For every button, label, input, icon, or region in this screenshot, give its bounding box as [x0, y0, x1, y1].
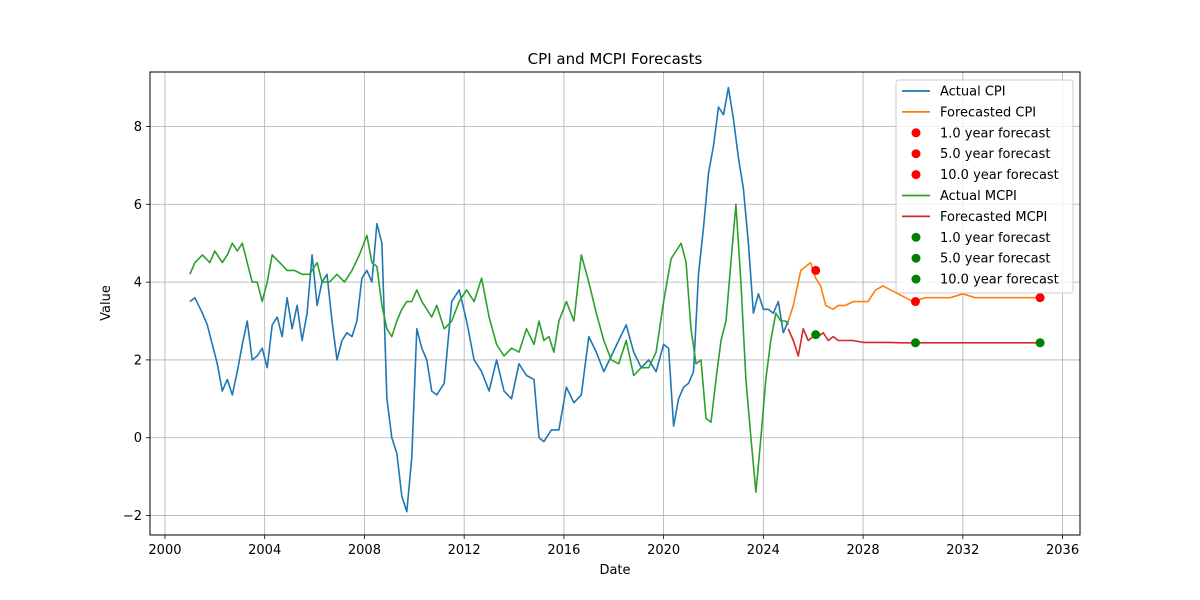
- x-tick-label: 2016: [547, 543, 580, 558]
- series-line-forecasted-cpi: [787, 261, 1038, 322]
- legend-box: [895, 79, 1074, 294]
- x-axis-label: Date: [599, 563, 630, 578]
- x-tick-label: 2008: [348, 543, 381, 558]
- y-tick-label: 2: [134, 353, 142, 368]
- x-tick-label: 2032: [946, 543, 979, 558]
- legend: Actual CPI Forecasted CPI 1.0 year forecas…: [895, 79, 1074, 294]
- legend-label: 5.0 year forecast: [940, 147, 1051, 162]
- series-layer: [189, 86, 1045, 513]
- legend-swatch-marker: [911, 253, 921, 263]
- legend-swatch-marker: [911, 128, 921, 138]
- legend-label: 10.0 year forecast: [940, 273, 1059, 288]
- legend-swatch-marker: [911, 232, 921, 242]
- x-tick-label: 2000: [148, 543, 181, 558]
- x-axis-ticks: 2000 2004 2008 2012 2016 2020 2024 2028 2032 2036: [148, 535, 1079, 558]
- legend-label: Actual MCPI: [940, 189, 1017, 204]
- legend-swatch-marker: [911, 274, 921, 284]
- x-tick-label: 2028: [847, 543, 880, 558]
- legend-label: 1.0 year forecast: [940, 126, 1051, 141]
- chart-title: CPI and MCPI Forecasts: [528, 50, 703, 68]
- scatter-point-1-0-year-forecast: [811, 330, 821, 340]
- y-axis-label: Value: [99, 285, 114, 321]
- scatter-point-10-0-year-forecast: [1035, 293, 1045, 303]
- x-tick-label: 2024: [747, 543, 780, 558]
- x-tick-label: 2020: [647, 543, 680, 558]
- scatter-point-1-0-year-forecast: [811, 265, 821, 275]
- legend-label: 5.0 year forecast: [940, 252, 1051, 267]
- legend-label: Forecasted MCPI: [940, 210, 1047, 225]
- legend-label: Forecasted CPI: [940, 105, 1036, 120]
- x-tick-label: 2012: [448, 543, 481, 558]
- y-tick-label: −2: [123, 509, 142, 524]
- y-tick-label: 8: [134, 120, 142, 135]
- scatter-point-5-0-year-forecast: [910, 297, 920, 307]
- y-axis-ticks: −2 0 2 4 6 8: [123, 120, 150, 524]
- x-tick-label: 2036: [1046, 543, 1079, 558]
- legend-label: 1.0 year forecast: [940, 231, 1051, 246]
- y-tick-label: 4: [134, 276, 142, 291]
- scatter-point-5-0-year-forecast: [910, 338, 920, 348]
- legend-swatch-marker: [911, 149, 921, 159]
- legend-swatch-marker: [911, 170, 921, 180]
- legend-label: Actual CPI: [940, 85, 1006, 100]
- series-line-actual-cpi: [189, 86, 790, 513]
- x-tick-label: 2004: [248, 543, 281, 558]
- series-line-forecasted-mcpi: [787, 327, 1038, 357]
- scatter-point-10-0-year-forecast: [1035, 338, 1045, 348]
- legend-label: 10.0 year forecast: [940, 168, 1059, 183]
- y-tick-label: 6: [134, 198, 142, 213]
- plot-frame: [149, 71, 1081, 536]
- series-line-actual-mcpi: [189, 203, 789, 494]
- y-tick-label: 0: [134, 431, 142, 446]
